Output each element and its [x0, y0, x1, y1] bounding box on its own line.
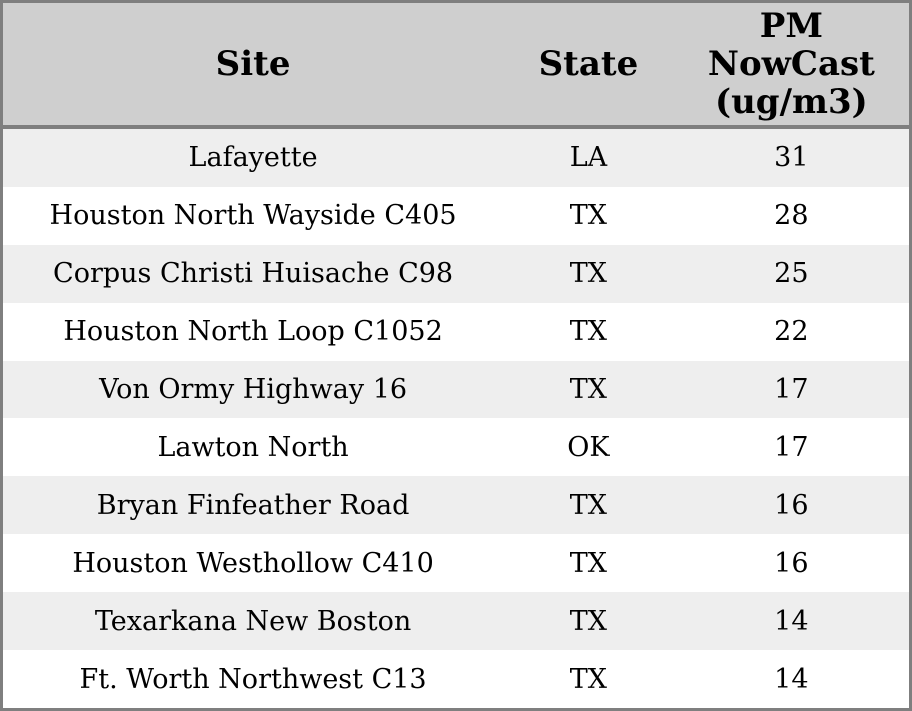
table-body: Lafayette LA 31 Houston North Wayside C4… [1, 127, 911, 710]
table-row: Corpus Christi Huisache C98 TX 25 [1, 244, 911, 303]
site-cell: Lawton North [157, 431, 349, 463]
pm-cell: 25 [774, 258, 809, 290]
state-cell: TX [569, 663, 608, 695]
table-row: Bryan Finfeather Road TX 16 [1, 476, 911, 535]
state-cell: TX [569, 605, 608, 637]
site-cell: Bryan Finfeather Road [96, 489, 410, 521]
table-row: Houston North Wayside C405 TX 28 [1, 186, 911, 245]
pm-cell: 14 [774, 605, 809, 637]
state-cell: OK [567, 431, 610, 463]
site-cell: Houston North Wayside C405 [49, 200, 457, 232]
table-row: Ft. Worth Northwest C13 TX 14 [1, 650, 911, 710]
column-header-site: Site [1, 1, 504, 129]
state-cell: TX [569, 489, 608, 521]
state-cell: TX [569, 547, 608, 579]
table-row: Houston North Loop C1052 TX 22 [1, 302, 911, 361]
pm-cell: 14 [774, 663, 809, 695]
site-cell: Texarkana New Boston [94, 605, 412, 637]
table-header: Site State PM NowCast (ug/m3) [1, 1, 911, 129]
state-cell: TX [569, 258, 608, 290]
header-row: Site State PM NowCast (ug/m3) [1, 1, 911, 129]
table-row: Lawton North OK 17 [1, 418, 911, 477]
pm-cell: 31 [774, 142, 809, 174]
pm-cell: 17 [774, 431, 809, 463]
site-cell: Lafayette [188, 142, 318, 174]
state-cell: TX [569, 374, 608, 406]
state-cell: TX [569, 200, 608, 232]
pm-header-line-1: PM [759, 6, 823, 46]
table-row: Von Ormy Highway 16 TX 17 [1, 360, 911, 419]
pm-cell: 17 [774, 374, 809, 406]
pm-cell: 28 [774, 200, 809, 232]
column-header-pm-nowcast: PM NowCast (ug/m3) [673, 1, 911, 129]
state-cell: TX [569, 316, 608, 348]
pm-header-line-2: NowCast [707, 44, 875, 84]
pm-cell: 16 [774, 547, 809, 579]
pm-cell: 22 [774, 316, 809, 348]
site-cell: Corpus Christi Huisache C98 [53, 258, 454, 290]
pm-cell: 16 [774, 489, 809, 521]
pm-header-line-3: (ug/m3) [714, 82, 868, 122]
site-cell: Houston North Loop C1052 [63, 316, 443, 348]
site-cell: Von Ormy Highway 16 [99, 374, 408, 406]
state-cell: LA [569, 142, 608, 174]
table-row: Lafayette LA 31 [1, 127, 911, 187]
table-row: Houston Westhollow C410 TX 16 [1, 534, 911, 593]
column-header-state: State [503, 1, 674, 129]
site-cell: Ft. Worth Northwest C13 [79, 663, 427, 695]
site-cell: Houston Westhollow C410 [72, 547, 434, 579]
table-row: Texarkana New Boston TX 14 [1, 592, 911, 651]
